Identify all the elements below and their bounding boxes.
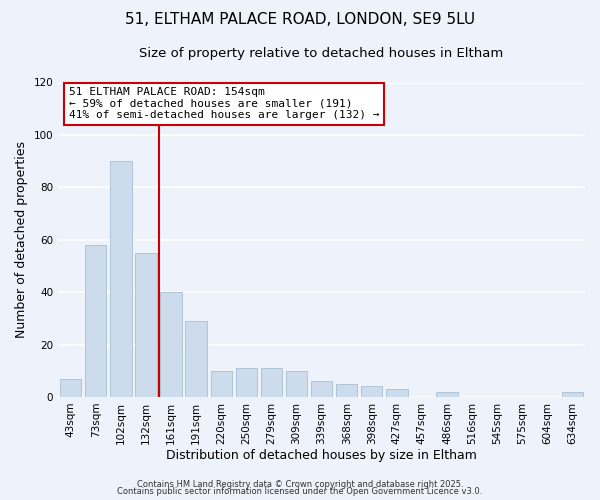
Bar (311, 381, 332, 397)
Bar (562, 392, 583, 397)
Bar (336, 384, 358, 397)
Bar (261, 368, 282, 397)
Text: Contains HM Land Registry data © Crown copyright and database right 2025.: Contains HM Land Registry data © Crown c… (137, 480, 463, 489)
Text: 51 ELTHAM PALACE ROAD: 154sqm
← 59% of detached houses are smaller (191)
41% of : 51 ELTHAM PALACE ROAD: 154sqm ← 59% of d… (69, 87, 379, 120)
Bar (60, 378, 82, 397)
Bar (236, 368, 257, 397)
Bar (136, 253, 157, 397)
Bar (361, 386, 382, 397)
Y-axis label: Number of detached properties: Number of detached properties (15, 141, 28, 338)
Bar (286, 371, 307, 397)
Bar (185, 321, 207, 397)
Bar (386, 389, 407, 397)
Bar (85, 245, 106, 397)
Bar (211, 371, 232, 397)
Bar (110, 161, 131, 397)
Text: 51, ELTHAM PALACE ROAD, LONDON, SE9 5LU: 51, ELTHAM PALACE ROAD, LONDON, SE9 5LU (125, 12, 475, 28)
Bar (436, 392, 458, 397)
Bar (160, 292, 182, 397)
X-axis label: Distribution of detached houses by size in Eltham: Distribution of detached houses by size … (166, 450, 477, 462)
Text: Contains public sector information licensed under the Open Government Licence v3: Contains public sector information licen… (118, 488, 482, 496)
Title: Size of property relative to detached houses in Eltham: Size of property relative to detached ho… (139, 48, 504, 60)
